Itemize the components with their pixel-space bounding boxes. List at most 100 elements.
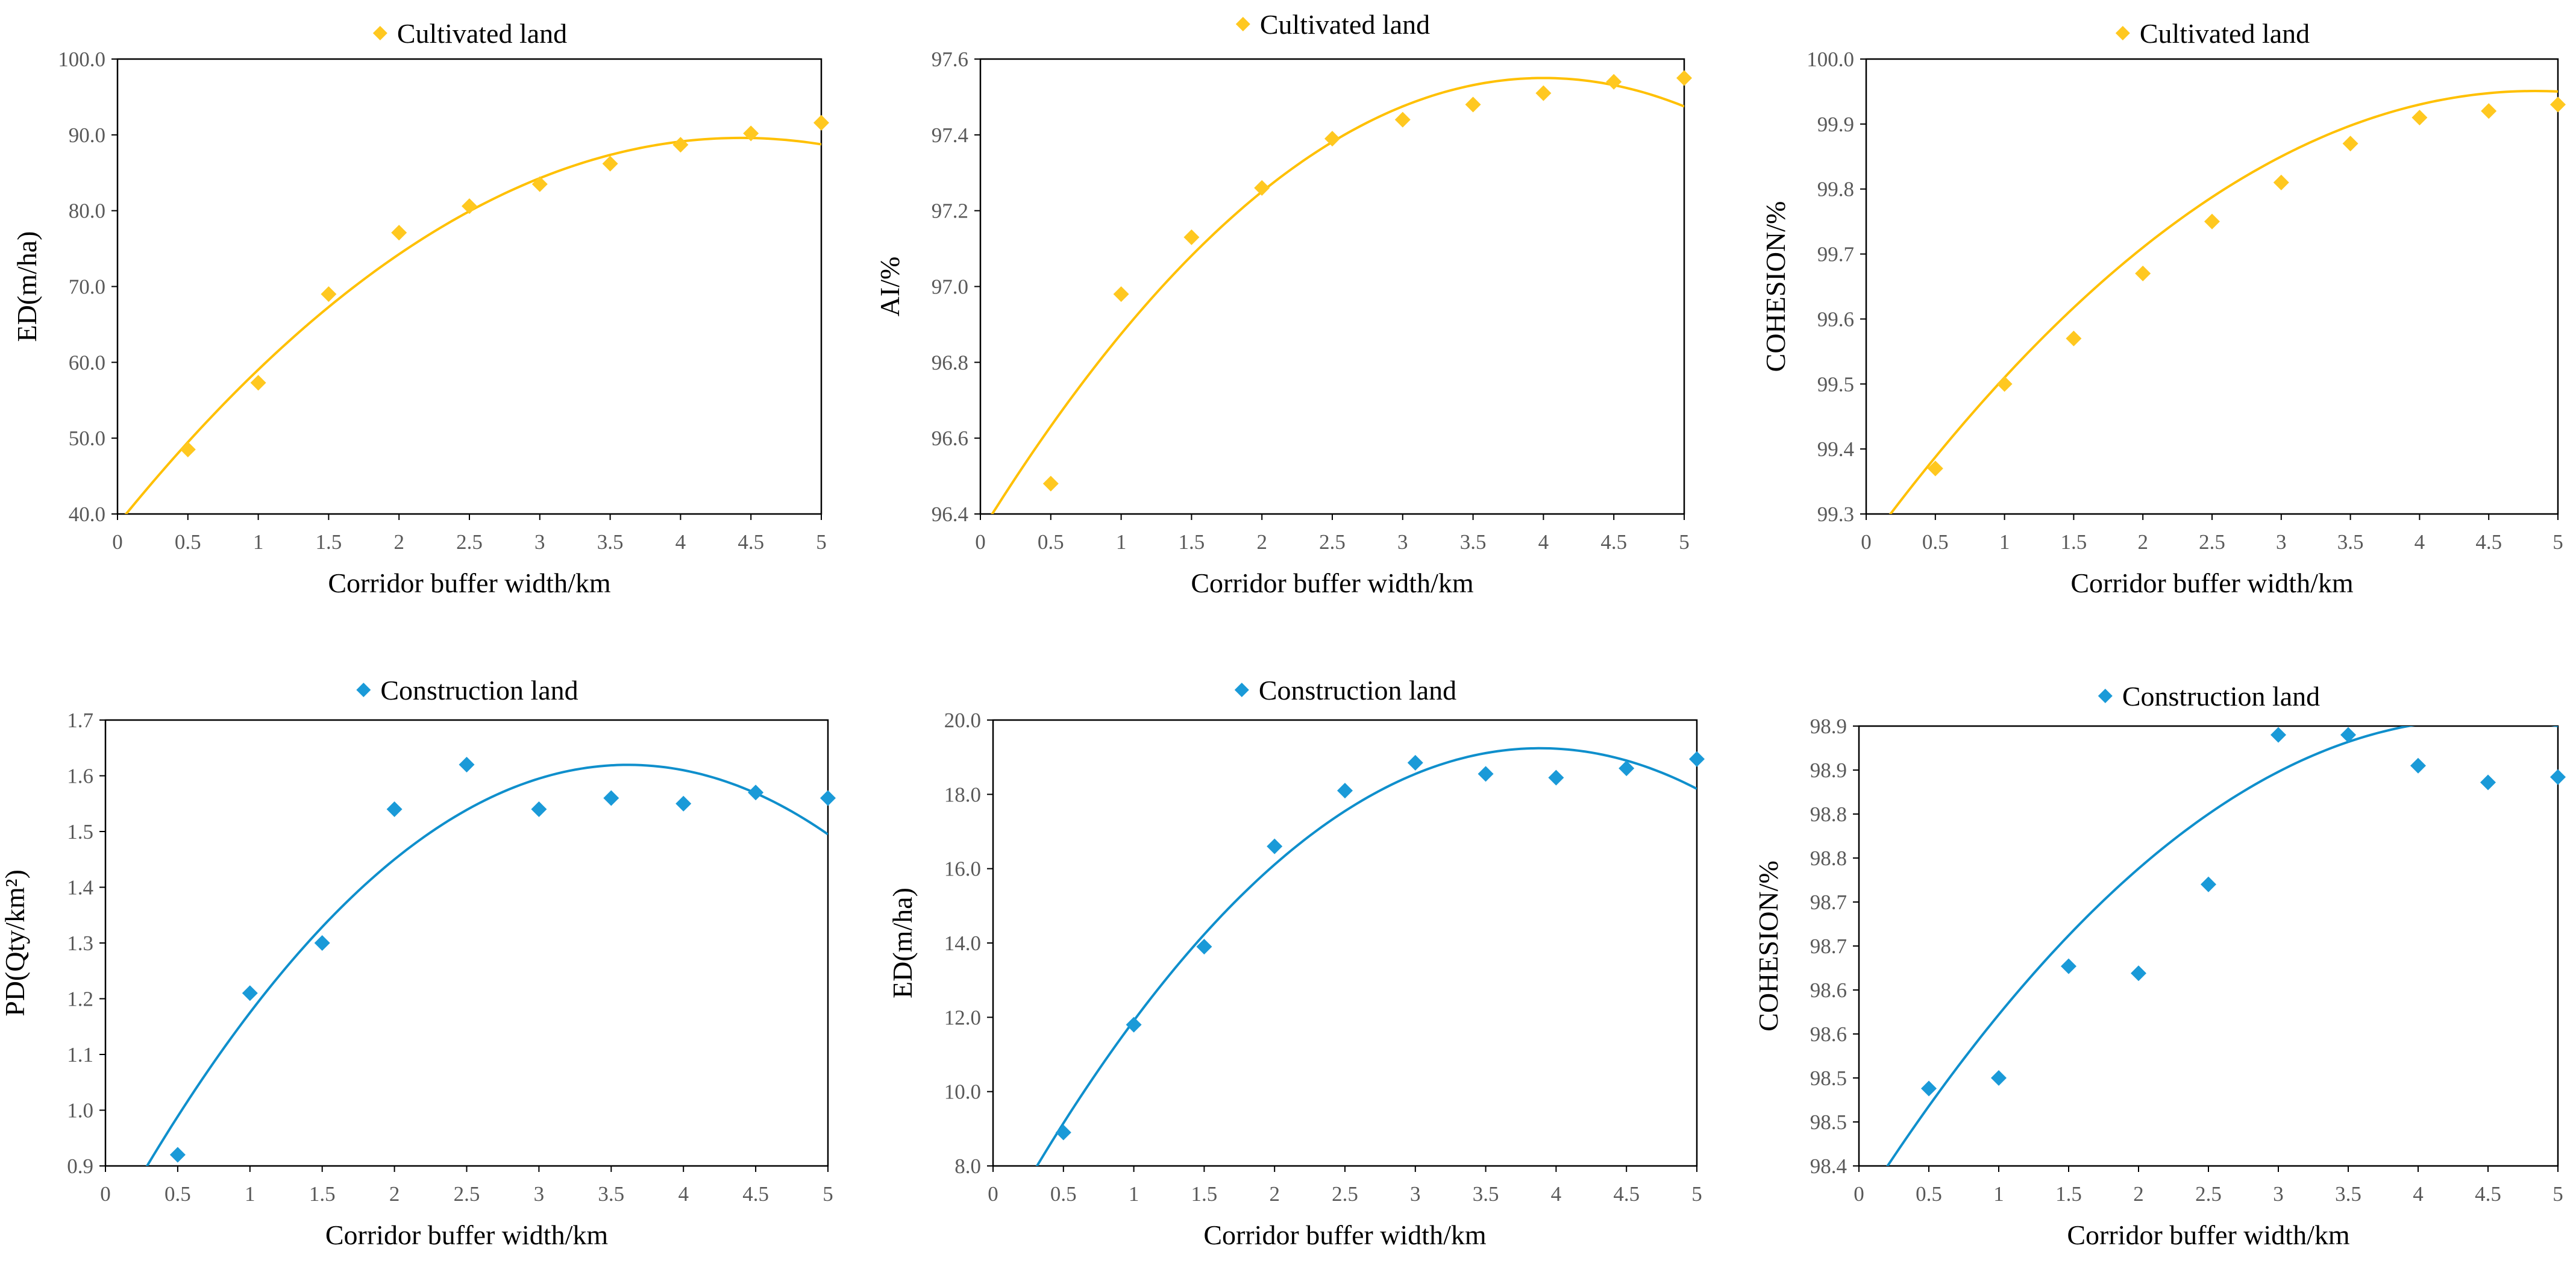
chart-panel-cultivated-ai: 0 0.5 1 1.5 2 2.5 3 3.5 4 4.5 5 96.4 96.6 96.8 97.0 97.… <box>874 9 1692 598</box>
x-tick-label: 0.5 <box>1922 530 1949 554</box>
legend: Construction land <box>356 675 578 706</box>
x-tick-label: 2.5 <box>456 530 483 554</box>
y-tick-label: 99.8 <box>1817 178 1854 201</box>
x-tick-label: 4.5 <box>738 530 764 554</box>
x-tick-label: 5 <box>1679 530 1690 554</box>
x-tick-label: 3 <box>1410 1182 1421 1206</box>
x-tick-label: 0.5 <box>1038 530 1064 554</box>
y-tick-label: 97.6 <box>932 48 968 71</box>
data-point <box>1991 1070 2007 1086</box>
data-point <box>2340 727 2356 743</box>
data-point <box>1478 766 1494 782</box>
x-tick-label: 1.5 <box>2055 1182 2082 1206</box>
trendline <box>1035 747 1697 1166</box>
x-tick-label: 5 <box>1691 1182 1702 1206</box>
chart-panel-construction-ed: 0 0.5 1 1.5 2 2.5 3 3.5 4 4.5 5 8.0 10.0 12.0 14.0 16.0… <box>887 675 1705 1250</box>
y-axis-label: ED(m/ha) <box>887 888 918 998</box>
y-tick-label: 1.4 <box>67 876 93 900</box>
y-tick-label: 18.0 <box>944 783 981 806</box>
data-point <box>1689 751 1705 767</box>
x-tick-label: 0 <box>1854 1182 1864 1206</box>
y-tick-label: 70.0 <box>69 275 105 299</box>
y-tick-label: 98.8 <box>1810 847 1847 870</box>
y-axis-label: AI/% <box>874 257 905 317</box>
x-tick-label: 3.5 <box>1473 1182 1499 1206</box>
data-point <box>462 198 477 215</box>
data-point <box>1196 939 1212 955</box>
x-tick-label: 1 <box>253 530 264 554</box>
y-tick-label: 99.5 <box>1817 372 1854 396</box>
y-tick-label: 98.7 <box>1810 935 1847 958</box>
data-point <box>531 176 548 192</box>
x-tick-label: 4 <box>675 530 686 554</box>
data-point <box>1619 760 1635 777</box>
x-tick-label: 4 <box>1551 1182 1562 1206</box>
x-tick-label: 3 <box>2276 530 2287 554</box>
x-tick-label: 3 <box>534 1182 545 1206</box>
x-tick-label: 2.5 <box>2199 530 2225 554</box>
x-tick-label: 0.5 <box>175 530 201 554</box>
legend: Construction land <box>2098 681 2320 712</box>
x-tick-label: 4.5 <box>742 1182 769 1206</box>
data-point <box>2066 330 2082 346</box>
y-axis-label: ED(m/ha) <box>11 231 42 342</box>
y-tick-label: 98.6 <box>1810 979 1847 1002</box>
x-tick-label: 5 <box>823 1182 833 1206</box>
y-axis-label: COHESION/% <box>1753 860 1784 1032</box>
data-point <box>391 225 407 241</box>
y-tick-label: 97.2 <box>932 199 968 223</box>
legend-label: Construction land <box>1259 675 1456 706</box>
legend-label: Construction land <box>380 675 578 706</box>
y-tick-label: 99.3 <box>1817 503 1854 526</box>
x-tick-label: 3.5 <box>1460 530 1487 554</box>
legend-marker <box>1234 683 1249 697</box>
data-point <box>1324 131 1340 147</box>
x-tick-label: 0 <box>975 530 986 554</box>
x-tick-label: 1.5 <box>2061 530 2087 554</box>
chart-panel-construction-pd: 0 0.5 1 1.5 2 2.5 3 3.5 4 4.5 5 0.9 1.0 1.1 1.2 1.3 1.4 1… <box>0 675 836 1250</box>
y-tick-label: 20.0 <box>944 709 981 732</box>
data-point <box>1535 85 1552 101</box>
legend: Cultivated land <box>372 18 567 49</box>
x-tick-label: 2 <box>1256 530 1267 554</box>
x-tick-label: 1 <box>245 1182 255 1206</box>
x-tick-label: 0.5 <box>1916 1182 1942 1206</box>
x-tick-label: 1.5 <box>1179 530 1205 554</box>
data-point <box>2550 96 2566 113</box>
x-tick-label: 2.5 <box>2195 1182 2222 1206</box>
y-tick-label: 8.0 <box>954 1154 981 1178</box>
trendline <box>1888 90 2558 514</box>
y-tick-label: 1.1 <box>67 1043 93 1067</box>
x-tick-label: 0.5 <box>1050 1182 1077 1206</box>
y-tick-label: 99.6 <box>1817 307 1854 331</box>
x-tick-label: 1.5 <box>1191 1182 1218 1206</box>
y-tick-label: 16.0 <box>944 857 981 881</box>
y-tick-label: 98.4 <box>1810 1154 1847 1178</box>
y-tick-label: 99.7 <box>1817 243 1854 266</box>
x-tick-label: 1 <box>1116 530 1127 554</box>
data-point <box>2550 769 2566 785</box>
trendline <box>124 136 821 514</box>
x-tick-label: 3.5 <box>2337 530 2364 554</box>
data-point <box>242 985 258 1001</box>
data-point <box>1337 783 1353 799</box>
x-tick-label: 4.5 <box>1600 530 1627 554</box>
legend-label: Cultivated land <box>2140 18 2310 49</box>
y-tick-label: 1.5 <box>67 820 93 844</box>
x-tick-label: 0 <box>1861 530 1872 554</box>
data-point <box>1676 70 1692 86</box>
plot-frame <box>979 58 1685 515</box>
x-tick-label: 2 <box>2137 530 2148 554</box>
y-tick-label: 1.6 <box>67 765 93 788</box>
data-point <box>2410 757 2426 774</box>
y-tick-label: 99.4 <box>1817 437 1854 461</box>
data-point <box>250 375 266 391</box>
x-axis-label: Corridor buffer width/km <box>1203 1220 1487 1250</box>
legend-label: Cultivated land <box>397 18 567 49</box>
x-axis-label: Corridor buffer width/km <box>1191 568 1474 598</box>
data-point <box>1254 180 1270 196</box>
y-tick-label: 0.9 <box>67 1154 93 1178</box>
legend-marker <box>356 683 371 697</box>
y-tick-label: 80.0 <box>69 199 105 223</box>
